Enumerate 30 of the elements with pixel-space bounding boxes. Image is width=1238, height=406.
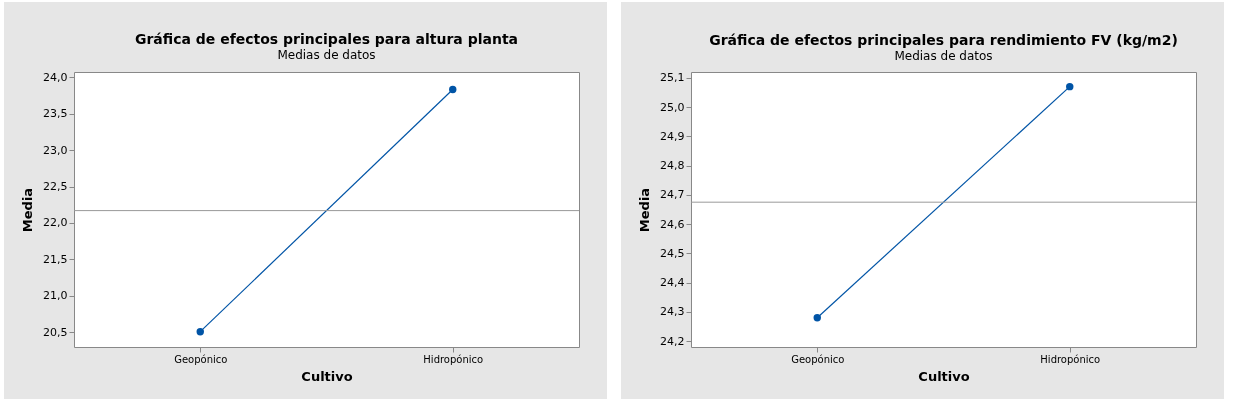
y-tick-label: 22,5 <box>43 180 68 194</box>
y-tick-label: 24,9 <box>660 129 685 143</box>
y-tick-label: 21,0 <box>43 289 68 303</box>
x-tick-label: Hidropónico <box>1040 353 1101 365</box>
chart-subtitle: Medias de datos <box>894 48 993 63</box>
y-tick-label: 25,0 <box>660 100 685 114</box>
chart-title: Gráfica de efectos principales para altura planta <box>134 31 519 48</box>
y-tick-label: 24,5 <box>660 246 685 260</box>
y-tick-label: 24,3 <box>660 305 685 319</box>
y-axis-title: Media <box>637 187 653 233</box>
y-tick-label: 24,7 <box>660 188 685 202</box>
y-tick-label: 22,0 <box>43 216 68 230</box>
y-axis-title: Media <box>20 187 36 233</box>
y-tick-label: 23,0 <box>43 143 68 157</box>
y-tick-label: 24,6 <box>660 217 685 231</box>
chart-subtitle: Medias de datos <box>277 48 376 63</box>
x-tick-label: Hidropónico <box>423 353 484 365</box>
y-tick-label: 24,0 <box>43 70 68 84</box>
y-tick-label: 20,5 <box>43 325 68 339</box>
x-tick-label: Geopónico <box>174 353 228 365</box>
y-tick-label: 24,4 <box>660 276 685 290</box>
chart-title: Gráfica de efectos principales para rendimiento FV (kg/m2) <box>709 31 1178 48</box>
x-axis-title: Cultivo <box>918 368 970 384</box>
y-tick-label: 25,1 <box>660 71 685 85</box>
y-tick-label: 23,5 <box>43 107 68 121</box>
y-tick-label: 24,2 <box>660 334 685 348</box>
x-axis-title: Cultivo <box>301 368 353 384</box>
y-tick-label: 21,5 <box>43 252 68 266</box>
x-tick-label: Geopónico <box>791 353 845 365</box>
y-tick-label: 24,8 <box>660 159 685 173</box>
